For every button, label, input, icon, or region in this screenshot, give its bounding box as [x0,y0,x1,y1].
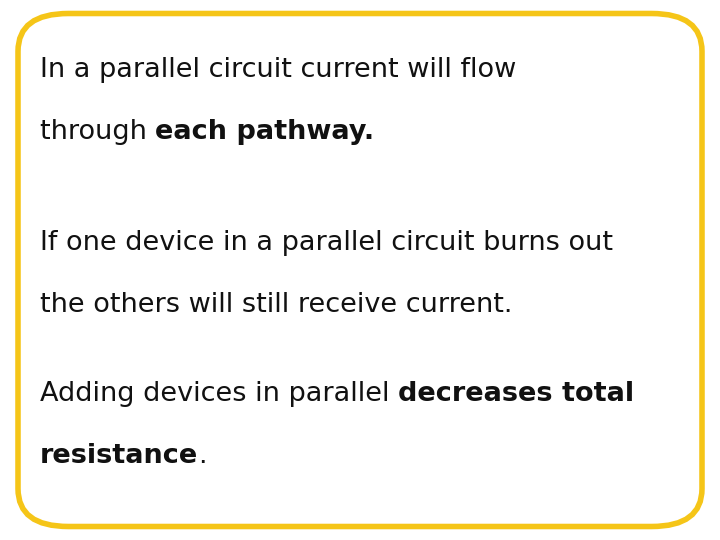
Text: each pathway.: each pathway. [155,119,374,145]
FancyBboxPatch shape [18,14,702,526]
Text: .: . [198,443,207,469]
Text: If one device in a parallel circuit burns out: If one device in a parallel circuit burn… [40,230,613,255]
Text: the others will still receive current.: the others will still receive current. [40,292,512,318]
Text: through: through [40,119,155,145]
Text: In a parallel circuit current will flow: In a parallel circuit current will flow [40,57,516,83]
Text: Adding devices in parallel: Adding devices in parallel [40,381,397,407]
Text: decreases total: decreases total [397,381,634,407]
Text: resistance: resistance [40,443,198,469]
